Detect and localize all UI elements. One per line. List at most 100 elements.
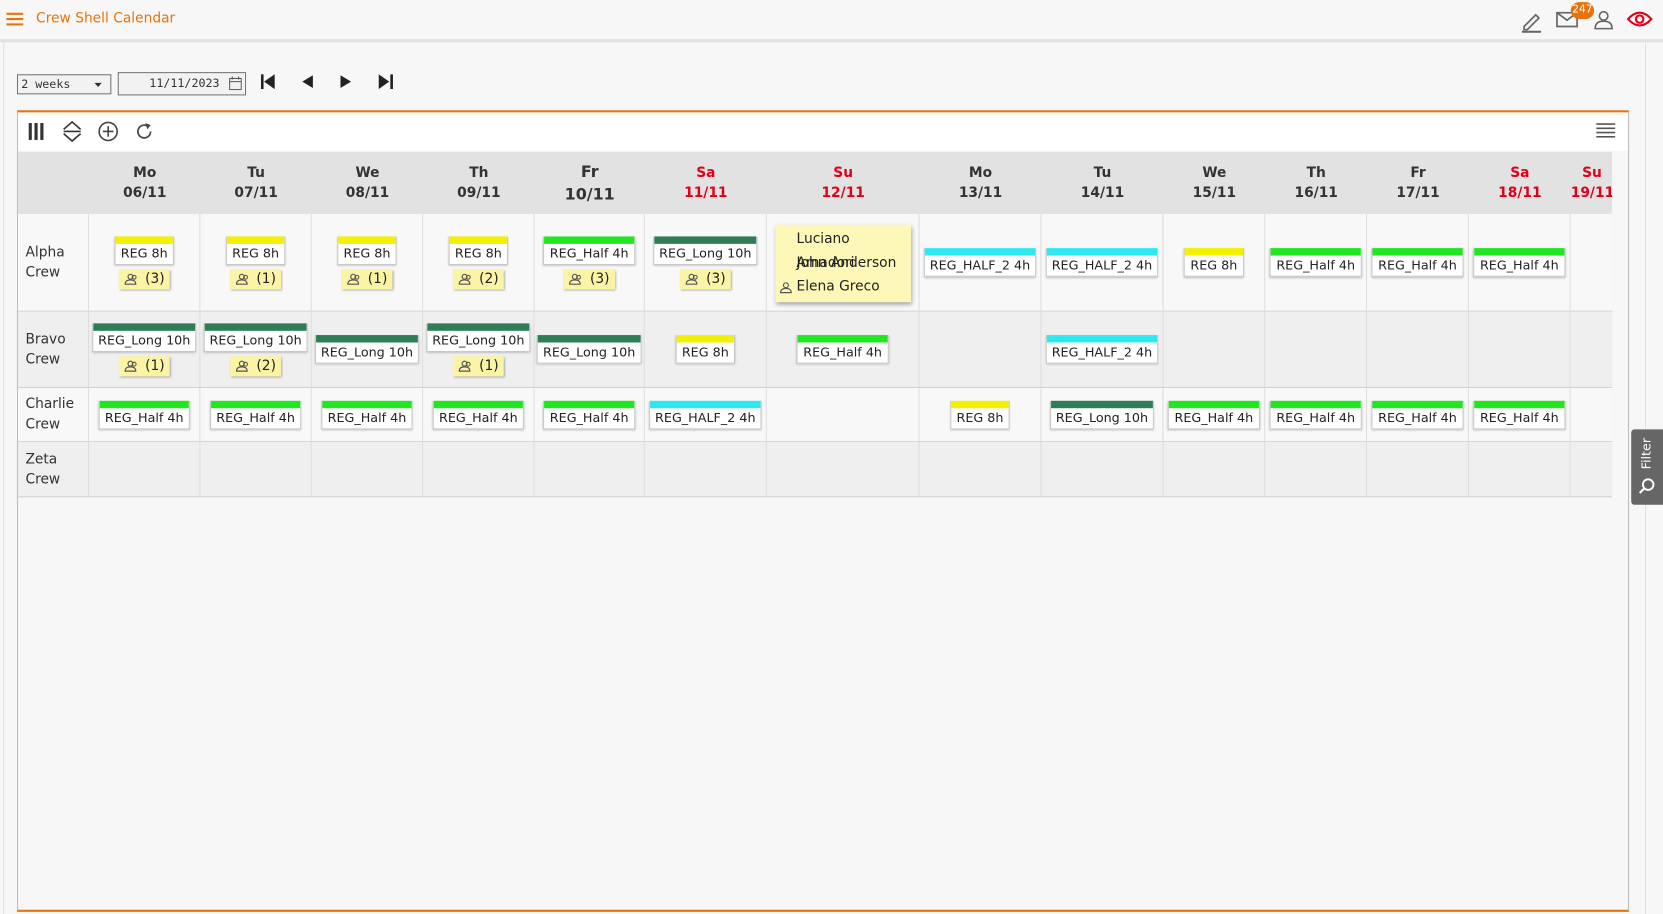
day-cell[interactable] bbox=[200, 442, 312, 498]
day-cell[interactable]: REG 8h (2) bbox=[423, 214, 535, 312]
day-cell[interactable] bbox=[766, 442, 920, 498]
shift[interactable]: REG_Half 4h bbox=[1371, 400, 1464, 429]
crew-count[interactable]: (1) bbox=[341, 268, 393, 289]
filter-tab[interactable]: Filter bbox=[1631, 429, 1663, 505]
eye-icon[interactable] bbox=[1626, 11, 1653, 28]
shift[interactable]: REG 8h bbox=[225, 235, 286, 265]
day-cell[interactable]: REG_Long 10h (2) bbox=[200, 311, 312, 389]
day-cell[interactable]: REG_Half 4h bbox=[1163, 388, 1266, 443]
day-cell[interactable]: Luciano Amadori John Anderson Elena Greco bbox=[766, 214, 920, 312]
shift[interactable]: REG_Half 4h bbox=[98, 400, 190, 429]
shift[interactable]: REG_Half 4h bbox=[1269, 400, 1362, 429]
day-cell[interactable]: REG_Long 10h (1) bbox=[89, 311, 201, 389]
columns-icon[interactable] bbox=[28, 122, 44, 140]
shift[interactable]: REG_Half 4h bbox=[1473, 400, 1566, 429]
shift[interactable]: REG_Half 4h bbox=[432, 400, 525, 429]
next-button[interactable] bbox=[340, 75, 352, 89]
date-input[interactable]: 11/11/2023 bbox=[117, 72, 247, 96]
shift[interactable]: REG_Half 4h bbox=[543, 400, 635, 429]
shift[interactable]: REG_Half 4h bbox=[209, 400, 302, 429]
crew-count[interactable]: (1) bbox=[229, 268, 282, 289]
shift[interactable]: REG 8h bbox=[337, 235, 397, 265]
day-cell[interactable]: REG_Long 10h bbox=[534, 311, 645, 389]
day-cell[interactable] bbox=[1570, 442, 1613, 498]
crew-count[interactable]: (3) bbox=[563, 268, 615, 289]
user-icon[interactable] bbox=[1594, 10, 1613, 30]
shift[interactable]: REG_Long 10h bbox=[536, 335, 642, 364]
crew-count[interactable]: (3) bbox=[679, 268, 731, 289]
shift[interactable]: REG_Long 10h bbox=[91, 322, 197, 352]
day-cell[interactable]: REG_Long 10h bbox=[311, 311, 424, 389]
day-cell[interactable]: REG_Half 4h bbox=[89, 388, 201, 443]
crew-count[interactable]: (1) bbox=[118, 355, 170, 376]
shift[interactable]: REG 8h bbox=[950, 400, 1010, 429]
day-cell[interactable]: REG 8h (3) bbox=[89, 214, 201, 312]
day-cell[interactable]: REG_Half 4h bbox=[534, 388, 645, 443]
shift[interactable]: REG_HALF_2 4h bbox=[1045, 335, 1159, 364]
shift[interactable]: REG_Long 10h bbox=[203, 322, 309, 352]
day-cell[interactable]: REG_Long 10h (3) bbox=[644, 214, 767, 312]
day-cell[interactable] bbox=[1163, 442, 1266, 498]
crew-count[interactable]: (2) bbox=[229, 355, 282, 376]
shift[interactable]: REG_Half 4h bbox=[321, 400, 413, 429]
day-cell[interactable] bbox=[311, 442, 424, 498]
day-cell[interactable]: REG_Half 4h bbox=[766, 311, 920, 389]
day-cell[interactable] bbox=[919, 311, 1042, 389]
day-cell[interactable]: REG_Half 4h bbox=[1468, 388, 1571, 443]
refresh-icon[interactable] bbox=[135, 122, 154, 141]
day-cell[interactable]: REG_Long 10h bbox=[1041, 388, 1164, 443]
day-cell[interactable] bbox=[1265, 442, 1368, 498]
add-icon[interactable] bbox=[98, 121, 119, 142]
shift[interactable]: REG_HALF_2 4h bbox=[923, 248, 1037, 277]
day-cell[interactable]: REG_HALF_2 4h bbox=[1041, 214, 1164, 312]
day-cell[interactable] bbox=[1163, 311, 1266, 389]
shift[interactable]: REG 8h bbox=[1184, 248, 1244, 277]
shift[interactable]: REG 8h bbox=[448, 235, 509, 265]
day-cell[interactable]: REG_HALF_2 4h bbox=[919, 214, 1042, 312]
day-cell[interactable]: REG_Half 4h bbox=[1468, 214, 1571, 312]
shift[interactable]: REG_HALF_2 4h bbox=[1045, 248, 1159, 277]
shift[interactable]: REG_Half 4h bbox=[1371, 248, 1464, 277]
day-cell[interactable]: REG_Half 4h bbox=[1265, 388, 1368, 443]
day-cell[interactable] bbox=[1468, 442, 1571, 498]
day-cell[interactable] bbox=[1041, 442, 1164, 498]
day-cell[interactable] bbox=[1367, 442, 1469, 498]
crew-count[interactable]: (1) bbox=[452, 355, 505, 376]
day-cell[interactable]: REG 8h (1) bbox=[311, 214, 424, 312]
day-cell[interactable] bbox=[919, 442, 1042, 498]
shift[interactable]: REG_Half 4h bbox=[1269, 248, 1362, 277]
prev-button[interactable] bbox=[302, 75, 314, 89]
expand-icon[interactable] bbox=[63, 120, 82, 143]
shift[interactable]: REG_Half 4h bbox=[796, 335, 889, 364]
shift[interactable]: REG_Long 10h bbox=[652, 235, 758, 265]
shift[interactable]: REG_Half 4h bbox=[543, 235, 635, 265]
day-cell[interactable] bbox=[1570, 311, 1613, 389]
day-cell[interactable]: REG 8h (1) bbox=[200, 214, 312, 312]
shift[interactable]: REG 8h bbox=[675, 335, 736, 364]
day-cell[interactable] bbox=[423, 442, 535, 498]
shift[interactable]: REG_Long 10h bbox=[425, 322, 531, 352]
shift[interactable]: REG_Long 10h bbox=[314, 335, 420, 364]
day-cell[interactable]: REG_HALF_2 4h bbox=[644, 388, 767, 443]
day-cell[interactable] bbox=[1468, 311, 1571, 389]
day-cell[interactable]: REG_Half 4h bbox=[1367, 388, 1469, 443]
day-cell[interactable]: REG_HALF_2 4h bbox=[1041, 311, 1164, 389]
range-select[interactable]: 2 weeks bbox=[16, 74, 112, 95]
shift[interactable]: REG_Half 4h bbox=[1168, 400, 1260, 429]
shift[interactable]: REG_HALF_2 4h bbox=[648, 400, 762, 429]
day-cell[interactable]: REG_Half 4h bbox=[311, 388, 424, 443]
day-cell[interactable]: REG_Half 4h (3) bbox=[534, 214, 645, 312]
menu-icon[interactable] bbox=[6, 12, 24, 27]
day-cell[interactable] bbox=[1570, 388, 1613, 443]
day-cell[interactable]: REG_Half 4h bbox=[200, 388, 312, 443]
shift[interactable]: REG_Half 4h bbox=[1473, 248, 1566, 277]
day-cell[interactable]: REG_Long 10h (1) bbox=[423, 311, 535, 389]
day-cell[interactable]: REG_Half 4h bbox=[423, 388, 535, 443]
shift[interactable]: REG_Long 10h bbox=[1049, 400, 1155, 429]
first-button[interactable] bbox=[260, 74, 276, 90]
last-button[interactable] bbox=[378, 74, 395, 90]
day-cell[interactable] bbox=[766, 388, 920, 443]
day-cell[interactable] bbox=[644, 442, 767, 498]
day-cell[interactable]: REG 8h bbox=[644, 311, 767, 389]
day-cell[interactable] bbox=[1570, 214, 1613, 312]
